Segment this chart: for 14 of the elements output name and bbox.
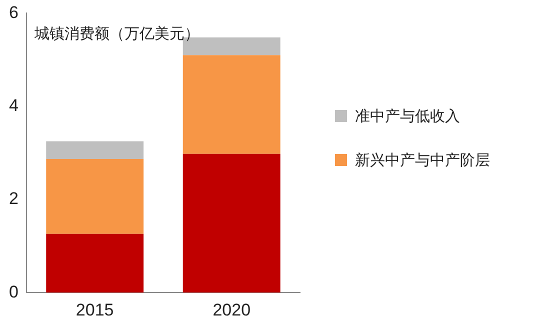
x-tick-label: 2020 [212, 300, 251, 320]
y-tick-label: 2 [8, 189, 18, 208]
y-tick-label: 0 [8, 282, 18, 302]
bar [46, 141, 144, 159]
x-tick-label: 2015 [76, 300, 114, 320]
text: 城镇消费额（万亿美元） [33, 24, 200, 43]
bar [182, 55, 280, 154]
y-tick-label: 4 [8, 96, 18, 116]
bar [182, 154, 280, 293]
bar [46, 158, 144, 234]
bar [46, 234, 144, 293]
legend-label: 准中产与低收入 [355, 106, 460, 127]
legend-label: 新兴中产与中产阶层 [355, 150, 490, 171]
y-tick-label: 6 [8, 2, 18, 22]
